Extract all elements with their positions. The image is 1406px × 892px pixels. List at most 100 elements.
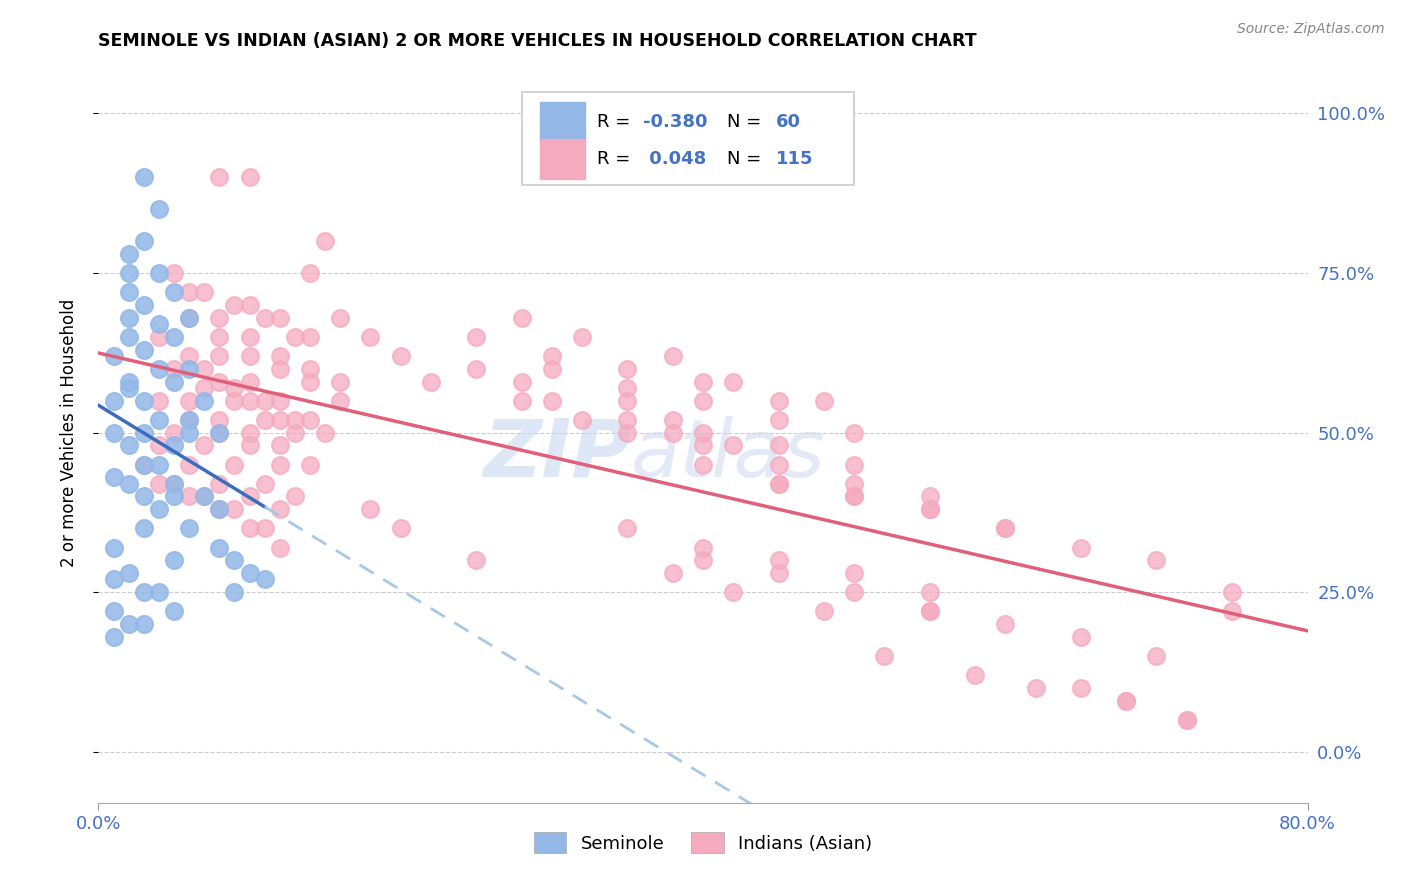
Point — [844, 585, 866, 599]
Point — [179, 393, 201, 408]
Point — [118, 375, 141, 389]
Point — [224, 502, 246, 516]
Point — [148, 361, 170, 376]
Point — [768, 476, 790, 491]
Point — [1146, 553, 1168, 567]
Point — [1175, 713, 1198, 727]
Point — [193, 361, 215, 376]
Point — [208, 425, 231, 440]
Legend: Seminole, Indians (Asian): Seminole, Indians (Asian) — [526, 825, 880, 861]
Point — [510, 310, 533, 325]
Point — [224, 458, 246, 472]
Point — [420, 375, 443, 389]
Text: atlas: atlas — [630, 416, 825, 494]
Point — [1115, 694, 1137, 708]
Point — [1070, 630, 1092, 644]
Point — [179, 490, 201, 504]
Point — [163, 425, 186, 440]
Point — [193, 438, 215, 452]
Point — [118, 381, 141, 395]
Point — [314, 234, 336, 248]
Point — [844, 490, 866, 504]
Point — [239, 438, 262, 452]
Point — [179, 425, 201, 440]
Point — [873, 648, 896, 663]
Point — [768, 566, 790, 580]
Text: N =: N = — [727, 112, 768, 130]
Point — [224, 553, 246, 567]
Point — [616, 413, 638, 427]
Point — [510, 375, 533, 389]
Point — [1115, 694, 1137, 708]
Point — [118, 266, 141, 280]
Point — [540, 361, 562, 376]
Point — [284, 425, 307, 440]
Point — [179, 349, 201, 363]
Point — [193, 490, 215, 504]
Point — [118, 310, 141, 325]
Point — [239, 425, 262, 440]
Point — [193, 381, 215, 395]
Point — [540, 393, 562, 408]
Point — [163, 476, 186, 491]
Point — [224, 381, 246, 395]
Point — [1024, 681, 1046, 695]
Point — [994, 521, 1017, 535]
Point — [692, 375, 714, 389]
Point — [918, 502, 941, 516]
Point — [616, 381, 638, 395]
Point — [208, 476, 231, 491]
Point — [193, 393, 215, 408]
Point — [118, 617, 141, 632]
Point — [179, 310, 201, 325]
Point — [284, 490, 307, 504]
Point — [224, 298, 246, 312]
Point — [132, 490, 155, 504]
Point — [540, 349, 562, 363]
Point — [661, 425, 683, 440]
Point — [239, 566, 262, 580]
Point — [163, 285, 186, 300]
Point — [1220, 604, 1243, 618]
Point — [269, 413, 291, 427]
Point — [118, 566, 141, 580]
Point — [465, 553, 488, 567]
Point — [148, 266, 170, 280]
Point — [193, 285, 215, 300]
Point — [299, 361, 322, 376]
Point — [179, 413, 201, 427]
Text: 60: 60 — [776, 112, 800, 130]
Point — [163, 266, 186, 280]
Point — [103, 470, 125, 484]
Point — [253, 476, 276, 491]
Point — [768, 413, 790, 427]
Text: R =: R = — [596, 150, 636, 168]
Point — [360, 330, 382, 344]
Text: N =: N = — [727, 150, 768, 168]
Point — [692, 541, 714, 555]
Point — [269, 361, 291, 376]
Point — [148, 438, 170, 452]
Point — [103, 630, 125, 644]
Point — [284, 330, 307, 344]
Point — [723, 438, 745, 452]
Point — [103, 541, 125, 555]
Point — [299, 266, 322, 280]
Point — [389, 521, 412, 535]
Point — [193, 490, 215, 504]
Point — [224, 585, 246, 599]
Point — [723, 375, 745, 389]
Point — [768, 553, 790, 567]
Point — [148, 317, 170, 331]
Point — [163, 476, 186, 491]
Point — [465, 361, 488, 376]
Point — [329, 393, 352, 408]
Point — [179, 361, 201, 376]
Point — [179, 521, 201, 535]
Point — [132, 170, 155, 185]
Point — [1070, 541, 1092, 555]
Point — [768, 438, 790, 452]
Point — [253, 310, 276, 325]
Point — [132, 393, 155, 408]
Point — [132, 585, 155, 599]
